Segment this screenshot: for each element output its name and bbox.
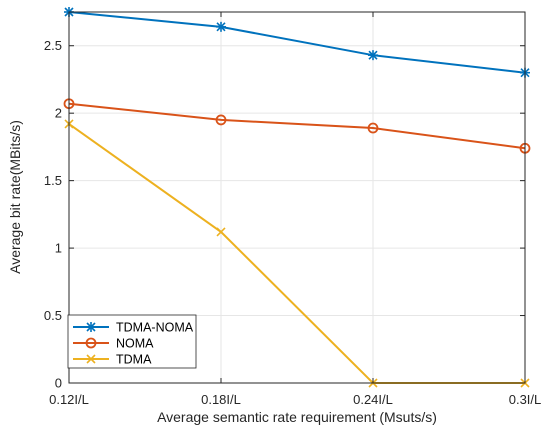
- legend-label: NOMA: [116, 337, 154, 351]
- y-axis-label: Average bit rate(MBits/s): [7, 120, 23, 274]
- x-tick-label: 0.3I/L: [509, 392, 542, 407]
- data-point: [216, 227, 226, 237]
- legend-item: NOMA: [73, 337, 154, 351]
- ticks: [68, 12, 526, 384]
- legend-label: TDMA-NOMA: [116, 321, 194, 335]
- x-tick-label: 0.18I/L: [201, 392, 241, 407]
- x-axis-label: Average semantic rate requirement (Msuts…: [157, 409, 437, 425]
- legend-item: TDMA: [73, 353, 152, 367]
- data-point: [216, 21, 226, 32]
- series-line: [68, 102, 526, 150]
- y-tick-label: 2.5: [44, 38, 62, 53]
- data-point: [368, 50, 378, 61]
- data-point: [215, 114, 227, 126]
- legend-marker: [85, 337, 97, 349]
- series-line: [68, 11, 526, 74]
- x-tick-label: 0.24I/L: [353, 392, 393, 407]
- legend: TDMA-NOMA NOMA TDMA: [67, 314, 197, 369]
- plot-frame: [68, 11, 526, 384]
- legend-items: TDMA-NOMA NOMA TDMA: [73, 321, 194, 367]
- y-tick-label: 0.5: [44, 308, 62, 323]
- tick-labels: 0.12I/L 0.18I/L 0.24I/L 0.3I/L 0 0.5 1 1.5 2 2.5: [44, 38, 541, 407]
- legend-label: TDMA: [116, 353, 152, 367]
- y-tick-label: 1.5: [44, 173, 62, 188]
- legend-marker: [86, 354, 96, 364]
- y-tick-label: 0: [55, 376, 62, 391]
- x-tick-label: 0.12I/L: [49, 392, 89, 407]
- data-point: [367, 122, 379, 134]
- y-tick-label: 2: [55, 106, 62, 121]
- legend-item: TDMA-NOMA: [73, 321, 194, 335]
- y-tick-label: 1: [55, 241, 62, 256]
- legend-marker: [86, 322, 96, 332]
